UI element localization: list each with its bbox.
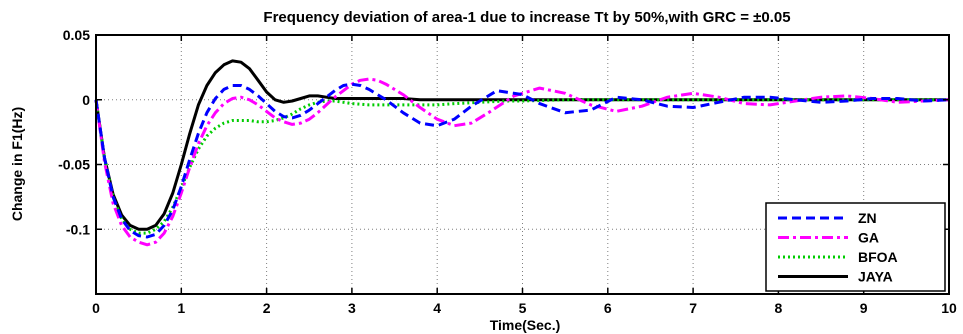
series-lines [94,59,950,247]
x-tick-label: 0 [92,300,100,316]
series-line-jaya [94,59,949,231]
x-tick-label: 9 [860,300,868,316]
x-tick-label: 3 [348,300,356,316]
x-tick-label: 1 [177,300,185,316]
x-tick-label: 6 [604,300,612,316]
x-tick-label: 5 [519,300,527,316]
chart-title: Frequency deviation of area-1 due to inc… [263,9,790,26]
x-tick-label: 8 [775,300,783,316]
x-tick-label: 7 [689,300,697,316]
legend: ZN GA BFOA JAYA [765,202,946,292]
series-line-zn [94,82,950,239]
y-tick-label: 0 [82,92,90,108]
x-axis-label: Time(Sec.) [490,317,561,333]
y-axis-label: Change in F1(Hz) [9,107,25,221]
legend-label-zn: ZN [858,210,877,226]
legend-label-bfoa: BFOA [858,249,898,265]
series-line-ga [94,77,950,247]
series-line-bfoa [94,98,949,235]
y-tick-label: -0.1 [66,221,90,237]
x-tick-label: 2 [263,300,271,316]
legend-label-jaya: JAYA [858,269,893,285]
y-tick-label: -0.05 [58,157,90,173]
legend-label-ga: GA [858,230,879,246]
x-tick-label: 10 [941,300,957,316]
x-tick-label: 4 [433,300,441,316]
axis-ticks: 0 1 2 3 4 5 6 7 8 9 10 0.05 0 -0.05 -0.1 [58,27,957,316]
y-tick-label: 0.05 [63,27,90,43]
